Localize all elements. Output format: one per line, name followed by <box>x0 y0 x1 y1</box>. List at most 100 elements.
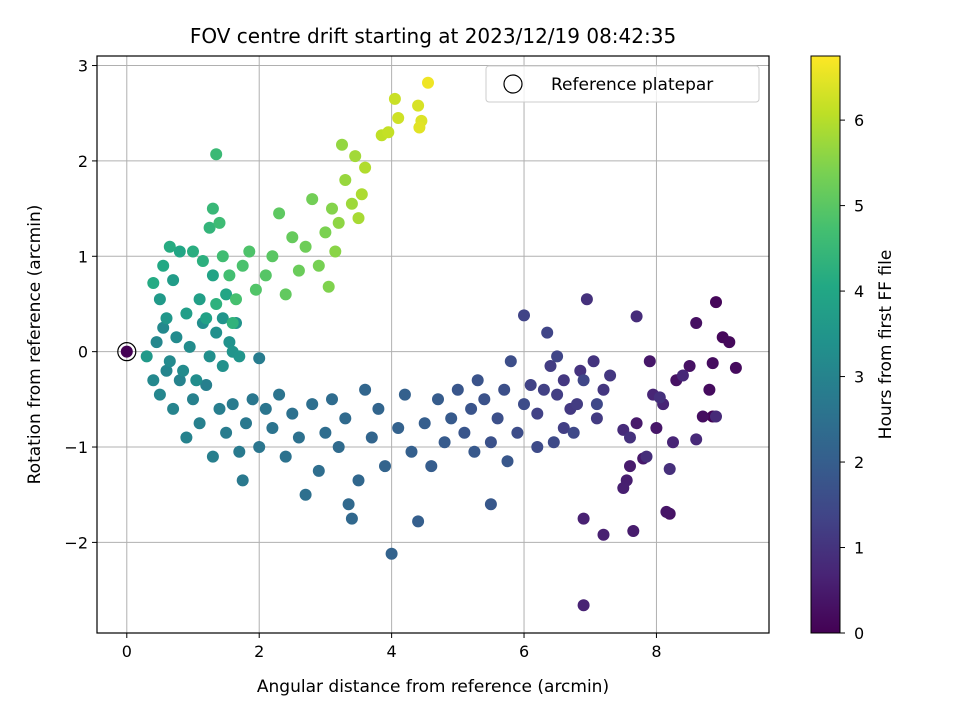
data-point <box>498 383 511 396</box>
data-point <box>273 388 286 401</box>
data-point <box>332 441 345 453</box>
data-point <box>240 417 252 430</box>
data-point <box>223 269 236 282</box>
data-point <box>210 326 223 339</box>
data-point <box>233 445 246 458</box>
x-axis-label: Angular distance from reference (arcmin) <box>257 677 609 697</box>
data-point <box>412 515 425 528</box>
data-point <box>465 402 478 415</box>
data-point <box>193 293 206 306</box>
y-tick-label: 2 <box>78 152 88 171</box>
x-tick-label: 2 <box>254 642 264 661</box>
data-point <box>326 202 338 215</box>
data-point <box>710 296 722 309</box>
data-point <box>551 388 564 401</box>
data-point <box>511 426 524 439</box>
colorbar-tick-label: 5 <box>854 197 864 216</box>
colorbar-ticks: 0 1 2 3 4 5 6 <box>840 111 864 643</box>
data-point <box>200 379 213 391</box>
colorbar-tick-label: 1 <box>854 539 864 558</box>
data-point <box>379 460 391 473</box>
data-point <box>223 336 236 349</box>
data-point <box>306 193 319 206</box>
data-point <box>577 599 590 612</box>
data-point <box>319 426 332 439</box>
data-point <box>723 336 736 349</box>
data-point <box>518 309 530 322</box>
data-point <box>418 417 431 430</box>
data-point <box>266 250 279 263</box>
data-point <box>213 402 226 415</box>
y-tick-label: −2 <box>64 533 88 552</box>
data-point <box>140 350 153 363</box>
x-axis-ticks: 0 2 4 6 8 <box>122 633 662 661</box>
data-point <box>322 280 335 293</box>
data-point <box>468 445 481 458</box>
data-point <box>236 474 249 487</box>
data-point <box>617 482 630 494</box>
y-tick-label: 3 <box>78 57 88 76</box>
data-point <box>597 383 610 396</box>
data-point <box>484 436 497 449</box>
data-point <box>196 255 209 267</box>
legend: Reference platepar <box>485 65 760 103</box>
data-point <box>187 245 199 258</box>
data-point <box>643 355 656 368</box>
data-point <box>501 455 514 468</box>
data-point <box>660 505 673 518</box>
data-point <box>398 388 411 401</box>
data-point <box>180 431 193 444</box>
data-point <box>329 245 342 258</box>
data-point <box>336 138 348 151</box>
data-point <box>286 231 299 244</box>
data-point <box>286 407 299 420</box>
data-point <box>676 369 689 382</box>
colorbar-tick-label: 3 <box>854 368 864 387</box>
data-point <box>173 374 186 387</box>
data-point <box>471 374 484 387</box>
data-point <box>319 226 332 239</box>
data-point <box>190 374 203 387</box>
data-point <box>273 207 286 220</box>
data-point <box>246 393 259 406</box>
data-point <box>574 364 587 377</box>
colorbar-tick-label: 6 <box>854 111 864 130</box>
data-point <box>180 307 193 320</box>
data-point <box>259 269 272 282</box>
data-point <box>349 150 362 163</box>
data-point <box>413 121 426 134</box>
data-point <box>266 422 279 434</box>
data-point <box>531 407 544 420</box>
data-point <box>690 433 703 446</box>
data-point <box>557 422 570 434</box>
data-point <box>183 340 196 353</box>
data-point <box>326 393 338 406</box>
data-point <box>345 197 358 210</box>
data-point <box>432 393 444 406</box>
data-point <box>484 498 497 511</box>
data-point <box>571 398 583 411</box>
data-point <box>306 398 319 411</box>
data-point <box>405 445 418 458</box>
data-point <box>299 488 312 501</box>
data-point <box>230 293 242 306</box>
data-point <box>524 379 537 391</box>
data-point <box>587 355 600 368</box>
y-tick-label: 1 <box>78 247 88 266</box>
x-tick-label: 8 <box>651 642 661 661</box>
data-point <box>663 463 676 475</box>
data-point <box>627 525 640 537</box>
data-point <box>153 388 166 401</box>
data-point <box>690 317 703 329</box>
legend-box <box>485 65 760 103</box>
data-point <box>216 250 229 263</box>
data-point <box>653 391 666 404</box>
data-point <box>372 402 385 415</box>
data-point <box>339 174 352 186</box>
data-point <box>312 464 325 477</box>
data-point <box>590 398 603 411</box>
data-point <box>279 288 292 301</box>
data-point <box>312 259 325 272</box>
x-tick-label: 0 <box>122 642 132 661</box>
data-point <box>157 259 170 272</box>
